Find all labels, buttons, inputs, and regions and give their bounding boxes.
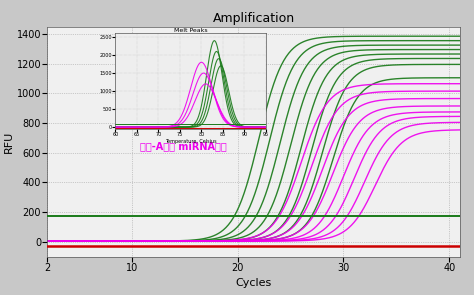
X-axis label: Cycles: Cycles xyxy=(236,278,272,289)
Text: 绿色-Yeasen miRNA检测: 绿色-Yeasen miRNA检测 xyxy=(140,115,245,125)
Text: 紫色-A品牌 miRNA检测: 紫色-A品牌 miRNA检测 xyxy=(140,142,227,152)
Y-axis label: RFU: RFU xyxy=(4,130,14,153)
Title: Amplification: Amplification xyxy=(212,12,295,25)
